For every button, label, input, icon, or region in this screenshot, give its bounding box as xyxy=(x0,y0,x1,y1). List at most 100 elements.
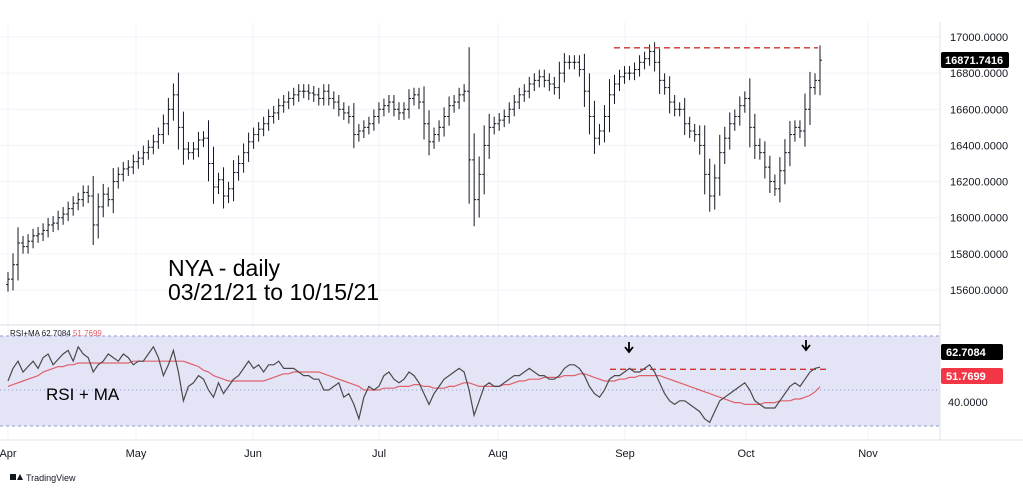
ohlc-bar xyxy=(627,66,632,81)
ohlc-bar xyxy=(637,55,642,77)
rsi-legend: RSI+MA 62.7084 51.7699 xyxy=(10,329,102,338)
ohlc-bar xyxy=(371,109,376,131)
ohlc-bar xyxy=(316,87,321,106)
ohlc-bar xyxy=(321,84,326,106)
y-tick-label: 16800.0000 xyxy=(950,68,1008,80)
ohlc-bar xyxy=(587,73,592,135)
ohlc-bar xyxy=(682,97,687,136)
ohlc-bar xyxy=(406,89,411,119)
ohlc-bar xyxy=(226,181,231,204)
rsi-legend-title: RSI+MA xyxy=(10,329,42,338)
annotation-range: 03/21/21 to 10/15/21 xyxy=(168,279,379,305)
ohlc-bar xyxy=(46,217,51,238)
x-tick-label: May xyxy=(126,448,147,460)
rsi-lines xyxy=(7,345,821,424)
ohlc-bar xyxy=(306,84,311,101)
ohlc-bar xyxy=(351,102,356,149)
ohlc-bar xyxy=(281,95,286,113)
ohlc-bar xyxy=(487,113,492,159)
y-tick-label: 16000.0000 xyxy=(950,213,1008,225)
ohlc-bar xyxy=(326,84,331,106)
ohlc-bar xyxy=(552,76,557,95)
ohlc-bar xyxy=(111,168,116,214)
ohlc-bar xyxy=(512,95,517,117)
ohlc-bar xyxy=(432,127,437,149)
y-axis-ticks: 17000.0000 16800.0000 16600.0000 16400.0000… xyxy=(950,32,1008,297)
ohlc-bar xyxy=(757,138,762,160)
ohlc-bar xyxy=(447,96,452,126)
ma-last-label: 51.7699 xyxy=(946,371,986,383)
ohlc-bar xyxy=(517,87,522,110)
ohlc-bar xyxy=(567,55,572,70)
ohlc-bar xyxy=(156,127,161,149)
ohlc-bar xyxy=(251,127,256,149)
ohlc-bar xyxy=(81,185,86,207)
ohlc-bar xyxy=(331,91,336,110)
down-arrow-icon xyxy=(624,342,634,354)
ohlc-bar xyxy=(792,120,797,142)
ohlc-bar xyxy=(547,73,552,92)
down-arrow-icon xyxy=(801,340,811,352)
tradingview-logo-text: TradingView xyxy=(26,473,76,483)
ohlc-bar xyxy=(562,53,567,83)
ohlc-bar xyxy=(737,96,742,126)
ohlc-bar xyxy=(527,76,532,99)
x-axis-ticks: Apr May Jun Jul Aug Sep Oct Nov xyxy=(0,448,878,460)
ohlc-bar xyxy=(802,93,807,147)
ohlc-bar xyxy=(452,95,457,113)
ma-last-badge: 51.7699 xyxy=(941,368,1003,384)
arrow-head xyxy=(801,344,811,352)
ohlc-bar xyxy=(301,84,306,99)
x-tick-label: Aug xyxy=(488,448,508,460)
x-tick-label: Sep xyxy=(615,448,635,460)
ohlc-bar xyxy=(121,161,126,182)
x-tick-label: Oct xyxy=(737,448,754,460)
ohlc-bar xyxy=(26,234,31,254)
ohlc-bar xyxy=(812,73,817,95)
ohlc-bar xyxy=(767,155,772,193)
ohlc-bar xyxy=(131,154,136,175)
ohlc-bar xyxy=(542,69,547,88)
ohlc-bar xyxy=(522,84,527,102)
x-tick-label: Jul xyxy=(372,448,386,460)
last-price-badge: 16871.7416 xyxy=(941,52,1009,68)
price-series xyxy=(6,42,822,292)
ohlc-bar xyxy=(381,98,386,117)
gridlines xyxy=(0,22,940,440)
ohlc-bar xyxy=(422,86,427,140)
y-tick-label: 15800.0000 xyxy=(950,249,1008,261)
ohlc-bar xyxy=(391,95,396,117)
arrow-head xyxy=(624,346,634,354)
ohlc-bar xyxy=(31,228,36,249)
ohlc-bar xyxy=(151,134,156,155)
ohlc-bar xyxy=(126,160,131,176)
ohlc-bar xyxy=(336,95,341,117)
ohlc-bar xyxy=(76,192,81,211)
ohlc-bar xyxy=(732,109,737,131)
ohlc-bar xyxy=(597,123,602,146)
rsi-legend-rsi: 62.7084 xyxy=(42,329,71,338)
ohlc-bar xyxy=(356,123,361,142)
ohlc-bar xyxy=(622,66,627,84)
ohlc-bar xyxy=(161,114,166,144)
x-tick-label: Apr xyxy=(0,448,17,460)
ohlc-bar xyxy=(86,185,91,204)
ohlc-bar xyxy=(697,125,702,155)
annotation-title: NYA - daily xyxy=(168,255,281,281)
ohlc-bar xyxy=(722,126,727,165)
ohlc-bar xyxy=(106,187,111,207)
rsi-annotation: RSI + MA xyxy=(46,385,120,404)
y-tick-label: 16600.0000 xyxy=(950,104,1008,116)
ohlc-bar xyxy=(61,207,66,225)
ohlc-bar xyxy=(702,125,707,195)
ohlc-bar xyxy=(557,61,562,99)
ohlc-bar xyxy=(146,140,151,160)
ohlc-bar xyxy=(472,133,477,227)
ohlc-bar xyxy=(41,223,46,242)
tradingview-logo-icon xyxy=(10,474,23,480)
ohlc-bar xyxy=(482,125,487,195)
last-price-label: 16871.7416 xyxy=(945,55,1003,67)
ohlc-bar xyxy=(51,216,56,232)
ohlc-bar xyxy=(497,113,502,131)
ohlc-bar xyxy=(492,116,497,135)
